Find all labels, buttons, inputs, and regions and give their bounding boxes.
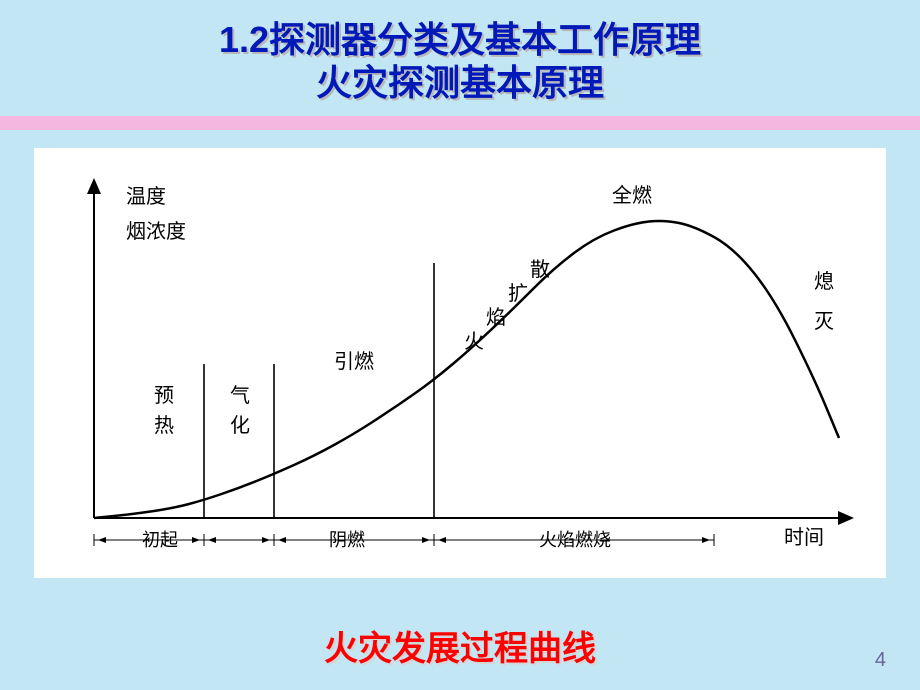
svg-text:焰: 焰: [486, 306, 506, 329]
svg-text:气: 气: [230, 384, 250, 407]
svg-text:灭: 灭: [814, 311, 834, 333]
fire-curve-chart: 温度烟浓度时间 预热 气化 引燃 全燃火焰扩散熄灭初起 阴燃 火焰燃烧: [34, 148, 886, 578]
svg-text:烟浓度: 烟浓度: [126, 220, 186, 243]
chart-canvas: 温度烟浓度时间 预热 气化 引燃 全燃火焰扩散熄灭初起 阴燃 火焰燃烧: [34, 148, 886, 578]
svg-text:火: 火: [464, 331, 484, 353]
svg-text:引燃: 引燃: [334, 350, 374, 373]
svg-text:阴燃: 阴燃: [329, 530, 365, 550]
svg-text:火焰燃烧: 火焰燃烧: [539, 530, 611, 550]
svg-text:初起: 初起: [142, 530, 178, 550]
title-block: 1.2探测器分类及基本工作原理 火灾探测基本原理: [0, 0, 920, 116]
title-line-1: 1.2探测器分类及基本工作原理: [0, 18, 920, 61]
divider: [0, 116, 920, 130]
svg-text:扩: 扩: [508, 282, 528, 305]
svg-text:熄: 熄: [814, 270, 834, 293]
svg-text:预: 预: [154, 385, 174, 407]
chart-caption: 火灾发展过程曲线: [0, 621, 920, 670]
svg-text:化: 化: [230, 414, 250, 437]
page-number: 4: [875, 649, 886, 672]
title-line-2: 火灾探测基本原理: [0, 61, 920, 104]
svg-text:热: 热: [154, 414, 174, 437]
svg-text:全燃: 全燃: [612, 184, 652, 207]
svg-text:散: 散: [530, 258, 550, 281]
svg-text:时间: 时间: [784, 526, 824, 549]
svg-text:温度: 温度: [126, 185, 166, 208]
